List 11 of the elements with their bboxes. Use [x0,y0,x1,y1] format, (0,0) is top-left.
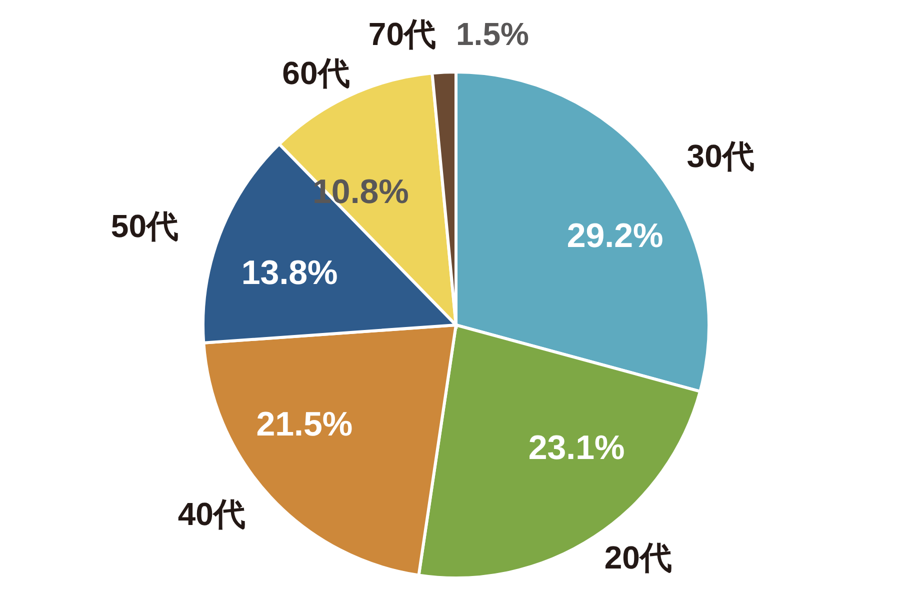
data-label: 1.5% [456,16,529,52]
slice-label: 70代 [368,16,436,52]
slice-label: 60代 [282,54,350,91]
data-label: 29.2% [566,216,664,255]
slice-label: 20代 [604,540,672,576]
data-label: 13.8% [241,254,338,292]
data-label: 23.1% [528,428,625,467]
slice-label: 30代 [686,138,754,174]
slice-label: 50代 [110,208,179,244]
slice-label: 40代 [178,496,246,532]
data-label: 21.5% [256,406,353,444]
